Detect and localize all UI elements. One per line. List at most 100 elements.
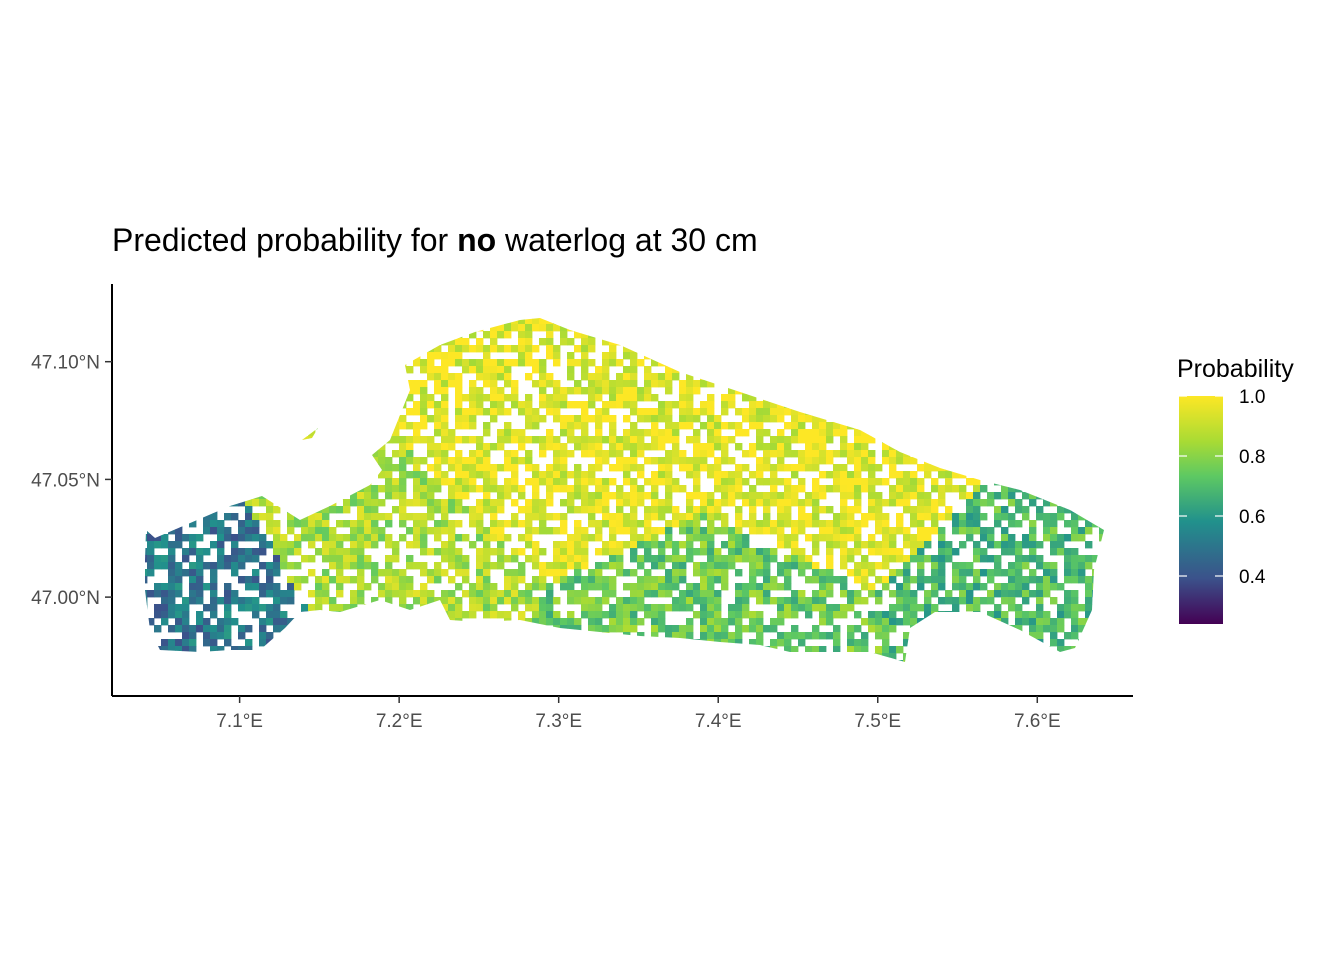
raster-cell [245,513,253,521]
raster-cell [602,597,610,605]
raster-cell [434,632,442,640]
raster-cell [1085,604,1093,612]
raster-cell [749,569,757,577]
raster-cell [441,597,449,605]
raster-cell [791,555,799,563]
raster-cell [1036,345,1044,353]
raster-cell [1050,478,1058,486]
raster-cell [315,310,322,317]
raster-cell [1008,520,1016,528]
raster-cell [224,499,232,507]
raster-cell [483,464,491,472]
raster-cell [959,401,967,409]
raster-cell [826,562,834,570]
raster-cell [434,345,442,353]
raster-cell [245,646,253,654]
raster-cell [735,485,743,493]
raster-cell [420,597,428,605]
raster-cell [287,387,295,395]
raster-cell [980,422,988,430]
raster-cell [973,352,981,360]
raster-cell [973,520,981,528]
raster-cell [406,625,414,633]
raster-cell [161,464,169,472]
raster-cell [245,443,253,451]
raster-cell [938,534,946,542]
raster-cell [385,331,393,339]
raster-cell [1064,415,1072,423]
raster-cell [294,443,302,451]
raster-cell [287,653,295,661]
raster-cell [910,611,918,619]
raster-cell [749,590,757,598]
raster-cell [1050,443,1058,451]
raster-cell [994,492,1002,500]
raster-cell [644,667,651,674]
raster-cell [567,548,575,556]
raster-cell [287,443,295,451]
raster-cell [798,457,806,465]
raster-cell [1071,443,1079,451]
raster-cell [903,555,911,563]
raster-cell [609,310,616,317]
raster-cell [245,422,253,430]
raster-cell [490,359,498,367]
raster-cell [1015,611,1023,619]
raster-cell [861,429,869,437]
raster-cell [483,352,491,360]
raster-cell [385,366,393,374]
raster-cell [427,345,435,353]
raster-cell [462,338,470,346]
raster-cell [679,576,687,584]
raster-cell [791,471,799,479]
raster-cell [791,366,799,374]
raster-cell [308,387,316,395]
raster-cell [259,422,267,430]
raster-cell [455,464,463,472]
raster-cell [686,359,694,367]
raster-cell [763,387,771,395]
raster-cell [889,534,897,542]
raster-cell [616,492,624,500]
raster-cell [735,331,743,339]
raster-cell [231,485,239,493]
raster-cell [840,324,848,332]
raster-cell [189,324,197,332]
raster-cell [567,366,575,374]
raster-cell [203,415,211,423]
raster-cell [560,660,568,662]
raster-cell [756,422,764,430]
raster-cell [602,436,610,444]
raster-cell [1092,310,1099,317]
raster-cell [1106,569,1113,576]
raster-cell [490,534,498,542]
raster-cell [1085,590,1093,598]
raster-cell [1099,611,1104,619]
raster-cell [525,513,533,521]
raster-cell [805,492,813,500]
raster-cell [686,394,694,402]
raster-cell [882,415,890,423]
raster-cell [350,618,358,626]
raster-cell [567,597,575,605]
raster-cell [406,324,414,332]
raster-cell [973,499,981,507]
raster-cell [434,506,442,514]
raster-cell [511,394,519,402]
raster-cell [266,590,274,598]
raster-cell [364,506,372,514]
raster-cell [168,527,176,535]
raster-cell [658,499,666,507]
raster-cell [1106,338,1113,345]
raster-cell [707,429,715,437]
raster-cell [1029,499,1037,507]
raster-cell [770,401,778,409]
raster-cell [364,401,372,409]
raster-cell [931,611,939,619]
raster-cell [322,499,330,507]
raster-cell [1043,646,1051,654]
raster-cell [266,422,274,430]
raster-cell [945,590,953,598]
raster-cell [798,464,806,472]
raster-cell [145,499,148,507]
